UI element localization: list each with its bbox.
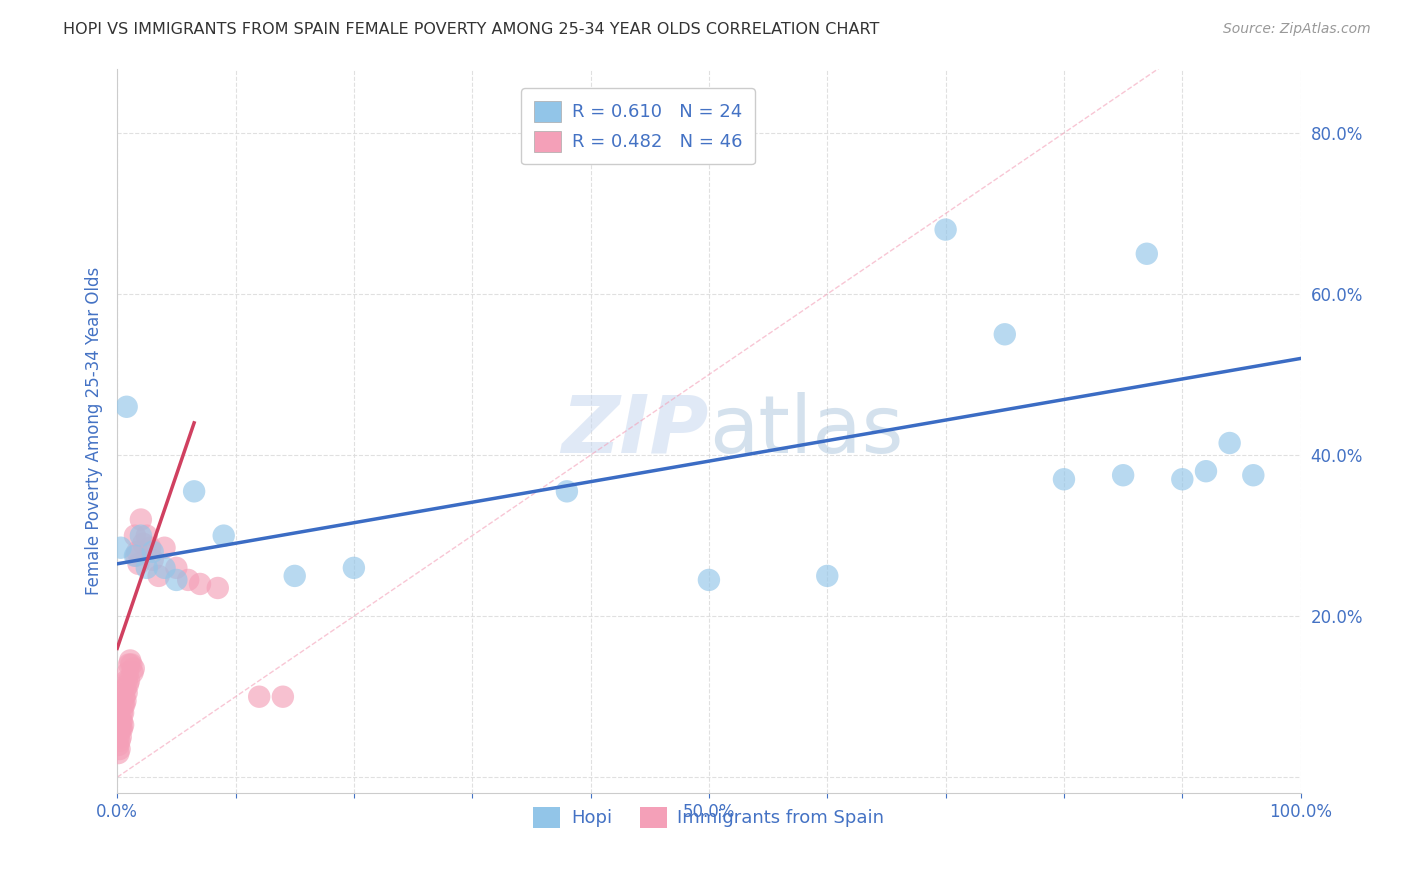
Point [110, 722, 132, 736]
Point [1219, 436, 1241, 450]
Point [108, 734, 131, 748]
Point [142, 553, 165, 567]
Point [114, 681, 136, 696]
Point [555, 484, 578, 499]
Point [110, 714, 132, 728]
Point [183, 484, 205, 499]
Point [127, 545, 149, 559]
Point [111, 706, 134, 720]
Point [153, 561, 176, 575]
Point [107, 746, 129, 760]
Point [129, 512, 152, 526]
Point [128, 557, 150, 571]
Point [271, 690, 294, 704]
Point [935, 222, 957, 236]
Point [120, 657, 142, 672]
Point [108, 722, 131, 736]
Point [132, 537, 155, 551]
Point [112, 698, 135, 712]
Point [124, 528, 146, 542]
Point [118, 657, 141, 672]
Text: Source: ZipAtlas.com: Source: ZipAtlas.com [1223, 22, 1371, 37]
Point [107, 730, 129, 744]
Point [697, 573, 720, 587]
Point [148, 569, 170, 583]
Point [212, 528, 235, 542]
Point [125, 549, 148, 563]
Point [1241, 468, 1264, 483]
Point [1195, 464, 1218, 478]
Point [111, 722, 134, 736]
Point [122, 661, 145, 675]
Point [153, 541, 176, 555]
Point [135, 528, 157, 542]
Point [1112, 468, 1135, 483]
Point [247, 690, 270, 704]
Point [112, 718, 135, 732]
Point [115, 673, 138, 688]
Point [135, 561, 157, 575]
Point [115, 400, 138, 414]
Point [112, 698, 135, 712]
Point [118, 673, 141, 688]
Point [1136, 246, 1159, 260]
Point [1171, 472, 1194, 486]
Point [165, 573, 187, 587]
Point [129, 528, 152, 542]
Point [142, 545, 165, 559]
Point [115, 686, 138, 700]
Point [165, 561, 187, 575]
Point [114, 694, 136, 708]
Point [112, 690, 135, 704]
Point [121, 665, 143, 680]
Point [110, 730, 132, 744]
Point [110, 541, 132, 555]
Point [343, 561, 366, 575]
Point [284, 569, 307, 583]
Point [117, 665, 139, 680]
Point [112, 706, 135, 720]
Point [120, 653, 142, 667]
Point [107, 738, 129, 752]
Point [117, 678, 139, 692]
Text: ZIP: ZIP [561, 392, 709, 470]
Point [124, 549, 146, 563]
Text: atlas: atlas [709, 392, 903, 470]
Point [188, 577, 211, 591]
Point [994, 327, 1017, 342]
Text: HOPI VS IMMIGRANTS FROM SPAIN FEMALE POVERTY AMONG 25-34 YEAR OLDS CORRELATION C: HOPI VS IMMIGRANTS FROM SPAIN FEMALE POV… [63, 22, 880, 37]
Point [111, 714, 134, 728]
Point [139, 541, 162, 555]
Point [815, 569, 838, 583]
Legend: Hopi, Immigrants from Spain: Hopi, Immigrants from Spain [526, 800, 891, 835]
Point [108, 742, 131, 756]
Point [177, 573, 200, 587]
Y-axis label: Female Poverty Among 25-34 Year Olds: Female Poverty Among 25-34 Year Olds [86, 267, 103, 595]
Point [1053, 472, 1076, 486]
Point [207, 581, 229, 595]
